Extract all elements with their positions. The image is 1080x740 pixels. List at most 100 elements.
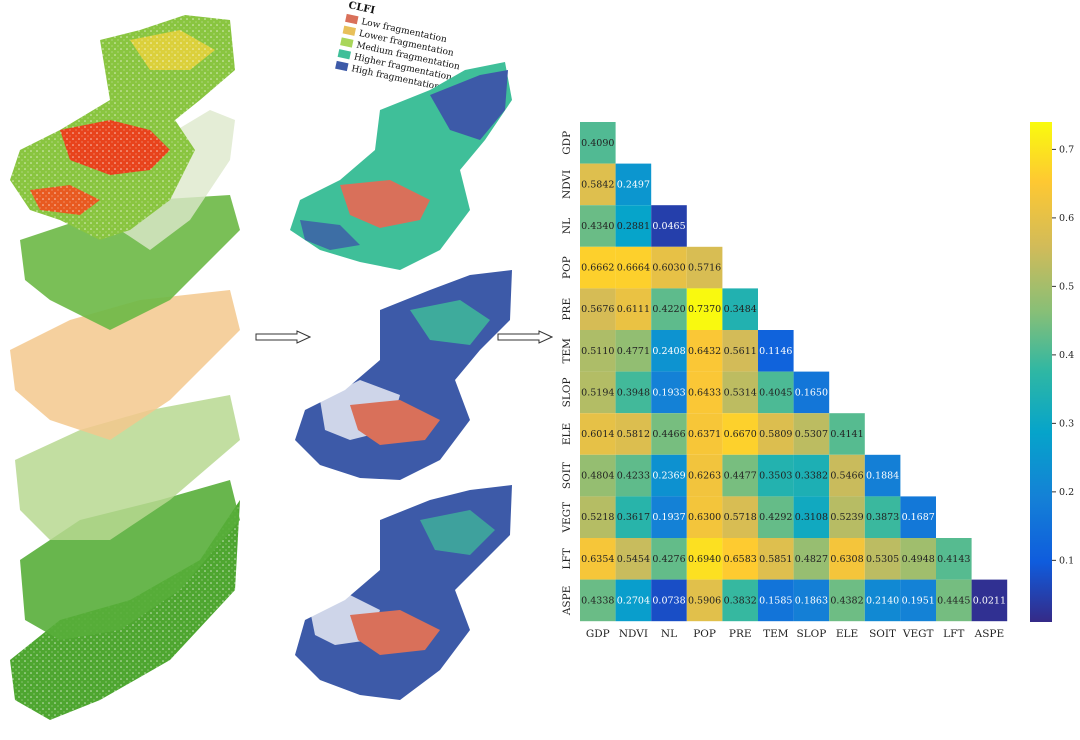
heatmap-cell-value: 0.5851 bbox=[759, 554, 792, 565]
heatmap-cell bbox=[615, 330, 652, 372]
heatmap-cell-value: 0.3873 bbox=[866, 512, 899, 523]
x-tick-label: ELE bbox=[836, 628, 858, 640]
heatmap-cell bbox=[580, 122, 616, 164]
heatmap-cell-value: 0.2369 bbox=[652, 471, 685, 482]
heatmap-cell-value: 0.3832 bbox=[724, 595, 757, 606]
heatmap-cell bbox=[580, 246, 616, 289]
heatmap-cell bbox=[793, 496, 830, 538]
heatmap-cell bbox=[758, 538, 794, 580]
heatmap-cell-value: 0.2704 bbox=[617, 595, 650, 606]
factor-map-layer-6 bbox=[20, 195, 240, 330]
heatmap-cell bbox=[580, 579, 616, 622]
heatmap-cell bbox=[722, 288, 758, 330]
x-tick-label: TEM bbox=[763, 628, 789, 640]
legend-swatch-high bbox=[335, 60, 349, 72]
y-tick-label: ASPE bbox=[561, 586, 573, 617]
heatmap-cell-value: 0.1951 bbox=[902, 595, 935, 606]
heatmap-cell bbox=[758, 413, 794, 455]
factor-map-layer-9 bbox=[20, 480, 240, 640]
clfi-map-3 bbox=[295, 485, 512, 700]
arrow-right-icon bbox=[255, 330, 311, 344]
heatmap-cell-value: 0.4276 bbox=[652, 554, 685, 565]
heatmap-cell bbox=[864, 538, 901, 580]
heatmap-cell bbox=[651, 413, 687, 455]
x-tick-label: GDP bbox=[586, 628, 610, 640]
heatmap-cell-value: 0.2881 bbox=[617, 221, 650, 232]
heatmap-cell-value: 0.4771 bbox=[617, 346, 650, 357]
heatmap-cell-value: 0.6662 bbox=[581, 263, 614, 274]
heatmap-cell bbox=[722, 454, 758, 497]
heatmap-cell bbox=[651, 371, 687, 414]
heatmap-cell-value: 0.4827 bbox=[795, 554, 828, 565]
heatmap-cell bbox=[580, 496, 616, 538]
heatmap-cell bbox=[615, 413, 652, 455]
heatmap-cell-value: 0.0211 bbox=[973, 595, 1006, 606]
heatmap-cell bbox=[793, 579, 830, 622]
y-tick-label: PRE bbox=[561, 298, 573, 321]
interaction-heatmap: 0.4090 0.5842 0.2497 0.4340 0.2881 0.0465 0.66… bbox=[561, 122, 1074, 640]
heatmap-cell-value: 0.4477 bbox=[724, 471, 757, 482]
heatmap-cell bbox=[615, 579, 652, 622]
heatmap-cell-value: 0.3948 bbox=[617, 387, 650, 398]
heatmap-cell bbox=[936, 538, 972, 580]
heatmap-cell bbox=[829, 496, 865, 538]
heatmap-cell bbox=[686, 288, 723, 330]
heatmap-cell bbox=[615, 371, 652, 414]
heatmap-cell bbox=[686, 371, 723, 414]
heatmap-cell-value: 0.0738 bbox=[652, 595, 685, 606]
factor-maps-stack bbox=[10, 15, 240, 720]
heatmap-cell-value: 0.1687 bbox=[902, 512, 935, 523]
arrow-right-icon-2 bbox=[497, 330, 553, 344]
heatmap-cell bbox=[722, 579, 758, 622]
heatmap-cell bbox=[793, 538, 830, 580]
x-tick-label: ASPE bbox=[974, 628, 1005, 640]
y-tick-label: LFT bbox=[561, 548, 573, 569]
heatmap-cell bbox=[758, 454, 794, 497]
colorbar-tick-label: 0.6 bbox=[1059, 213, 1074, 224]
heatmap-cell bbox=[651, 205, 687, 247]
heatmap-cell bbox=[793, 454, 830, 497]
heatmap-cell bbox=[580, 205, 616, 247]
heatmap-cell-value: 0.4141 bbox=[830, 429, 863, 440]
legend-swatch-low bbox=[345, 13, 359, 25]
colorbar bbox=[1030, 122, 1052, 622]
heatmap-cell-value: 0.4466 bbox=[652, 429, 685, 440]
colorbar-tick-label: 0.3 bbox=[1059, 418, 1074, 429]
heatmap-cell bbox=[651, 330, 687, 372]
heatmap-cell-value: 0.5307 bbox=[795, 429, 828, 440]
heatmap-cell bbox=[580, 163, 616, 206]
x-tick-label: POP bbox=[693, 628, 716, 640]
heatmap-cell bbox=[686, 454, 723, 497]
y-tick-label: TEM bbox=[561, 338, 573, 364]
heatmap-cell-value: 0.6433 bbox=[688, 387, 721, 398]
heatmap-cell-value: 0.5812 bbox=[617, 429, 650, 440]
heatmap-cell-value: 0.3617 bbox=[617, 512, 650, 523]
heatmap-cell bbox=[793, 371, 830, 414]
heatmap-cell-value: 0.3484 bbox=[724, 304, 757, 315]
legend-swatch-higher bbox=[337, 49, 352, 60]
heatmap-cell-value: 0.5110 bbox=[581, 346, 614, 357]
heatmap-cell bbox=[686, 579, 723, 622]
heatmap-cell bbox=[651, 454, 687, 497]
heatmap-cell-value: 0.1863 bbox=[795, 595, 828, 606]
heatmap-cell-value: 0.5314 bbox=[724, 387, 757, 398]
heatmap-cell bbox=[829, 579, 865, 622]
heatmap-cell bbox=[793, 413, 830, 455]
heatmap-cell-value: 0.5466 bbox=[830, 471, 863, 482]
y-tick-label: POP bbox=[561, 256, 573, 279]
y-tick-label: GDP bbox=[561, 131, 573, 155]
heatmap-cell-value: 0.6940 bbox=[688, 554, 721, 565]
heatmap-cell-value: 0.5676 bbox=[581, 304, 614, 315]
legend-title: CLFI bbox=[347, 0, 376, 16]
x-tick-label: SOIT bbox=[869, 628, 896, 640]
clfi-map-2 bbox=[295, 270, 512, 480]
heatmap-cell-value: 0.6664 bbox=[617, 263, 650, 274]
heatmap-cell-value: 0.4445 bbox=[937, 595, 970, 606]
heatmap-cell bbox=[722, 413, 758, 455]
y-tick-label: NL bbox=[561, 218, 573, 234]
factor-map-layer-7 bbox=[10, 290, 240, 440]
heatmap-cell-value: 0.4045 bbox=[759, 387, 792, 398]
heatmap-cell-value: 0.6300 bbox=[688, 512, 721, 523]
heatmap-cell bbox=[900, 538, 936, 580]
heatmap-cell-value: 0.5718 bbox=[724, 512, 757, 523]
